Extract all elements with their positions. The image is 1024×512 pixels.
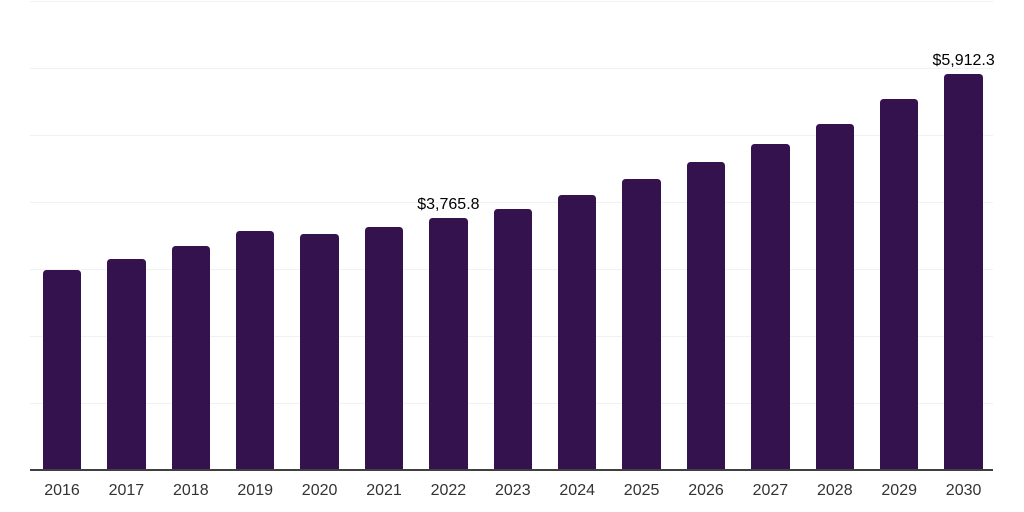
x-tick-2023: 2023 (495, 482, 531, 499)
x-tick-2021: 2021 (366, 482, 402, 499)
gridline-4000 (30, 202, 993, 203)
x-tick-2020: 2020 (301, 482, 338, 499)
x-tick-2028: 2028 (817, 482, 853, 499)
value-label-2022: $3,765.8 (417, 195, 480, 213)
bar-2029 (879, 99, 919, 470)
bar-2018 (171, 245, 211, 470)
x-tick-2024: 2024 (559, 482, 595, 499)
bar-2019 (235, 231, 275, 470)
bar-2017 (107, 258, 146, 470)
bar-2026 (686, 162, 726, 470)
bar-2027 (751, 143, 790, 470)
bar-2025 (622, 179, 661, 470)
bar-2022 (429, 217, 468, 470)
bar-2028 (815, 124, 855, 470)
bar-2021 (364, 226, 404, 470)
bar-2030 (944, 73, 983, 470)
x-tick-2030: 2030 (945, 482, 982, 499)
bar-2016 (42, 269, 82, 470)
x-tick-2026: 2026 (688, 482, 724, 499)
x-tick-2018: 2018 (173, 482, 209, 499)
gridline-5000 (30, 135, 993, 136)
value-label-2030: $5,912.3 (932, 51, 995, 69)
x-tick-2027: 2027 (752, 482, 789, 499)
x-tick-2029: 2029 (881, 482, 917, 499)
bar-2024 (557, 194, 597, 470)
x-tick-2022: 2022 (430, 482, 467, 499)
gridline-7000 (30, 1, 993, 2)
bar-2020 (300, 234, 339, 470)
x-axis-line (30, 469, 993, 471)
gridline-6000 (30, 68, 993, 69)
x-tick-2017: 2017 (108, 482, 145, 499)
x-tick-2019: 2019 (237, 482, 273, 499)
x-tick-2025: 2025 (623, 482, 660, 499)
x-tick-2016: 2016 (44, 482, 80, 499)
bar-2023 (493, 208, 533, 470)
